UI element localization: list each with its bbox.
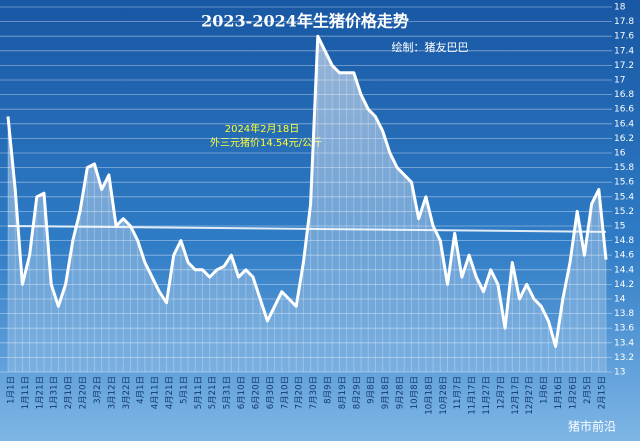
x-tick-label: 3月2日	[93, 376, 103, 404]
x-tick-label: 8月9日	[324, 376, 334, 404]
x-tick-label: 9月28日	[396, 376, 406, 409]
x-tick-label: 2月20日	[79, 376, 89, 409]
x-tick-label: 11月7日	[453, 376, 463, 409]
y-tick-label: 17.8	[614, 17, 634, 27]
x-tick-label: 9月8日	[367, 376, 377, 404]
price-line	[6, 34, 608, 348]
x-tick-label: 5月11日	[194, 376, 204, 409]
x-tick-label: 1月21日	[35, 376, 45, 409]
chart-title: 2023-2024年生猪价格走势	[201, 12, 409, 31]
y-tick-label: 14.8	[614, 236, 634, 246]
area	[8, 36, 606, 372]
y-tick-label: 17.4	[614, 46, 634, 56]
x-tick-label: 11月27日	[482, 376, 492, 415]
x-tick-label: 8月29日	[352, 376, 362, 409]
x-tick-label: 1月31日	[50, 376, 60, 409]
x-tick-label: 12月17日	[511, 376, 521, 415]
y-tick-label: 16.6	[614, 105, 634, 115]
y-tick-label: 17	[614, 76, 625, 86]
x-tick-label: 12月7日	[496, 376, 506, 409]
y-tick-label: 13.2	[614, 353, 634, 363]
y-tick-label: 13	[614, 368, 625, 378]
y-tick-label: 15.8	[614, 163, 634, 173]
x-tick-label: 4月21日	[165, 376, 175, 409]
x-tick-label: 1月6日	[540, 376, 550, 404]
x-tick-label: 1月11日	[21, 376, 31, 409]
watermark: 猪市前沿	[568, 419, 616, 434]
x-tick-label: 2月10日	[64, 376, 74, 409]
y-tick-label: 17.6	[614, 32, 634, 42]
x-tick-label: 1月16日	[554, 376, 564, 409]
y-tick-label: 14.6	[614, 251, 634, 261]
x-tick-label: 4月1日	[136, 376, 146, 404]
x-tick-label: 3月12日	[107, 376, 117, 409]
x-tick-label: 10月28日	[439, 376, 449, 415]
y-tick-label: 18	[614, 3, 626, 13]
y-tick-label: 15.4	[614, 192, 634, 202]
y-tick-label: 16	[614, 149, 626, 159]
y-tick-label: 13.6	[614, 324, 634, 334]
y-tick-label: 14	[614, 295, 626, 305]
y-tick-label: 16.8	[614, 90, 634, 100]
x-tick-label: 5月21日	[208, 376, 218, 409]
annotation: 外三元猪价14.54元/公斤	[210, 137, 322, 149]
x-tick-label: 2月5日	[583, 376, 593, 404]
y-tick-label: 15.2	[614, 207, 634, 217]
x-tick-label: 11月17日	[468, 376, 478, 415]
y-tick-label: 14.4	[614, 265, 634, 275]
x-tick-label: 7月20日	[295, 376, 305, 409]
y-tick-label: 15.6	[614, 178, 634, 188]
x-tick-label: 9月18日	[381, 376, 391, 409]
x-tick-label: 5月1日	[179, 376, 189, 404]
x-tick-label: 12月27日	[525, 376, 535, 415]
x-tick-label: 7月10日	[280, 376, 290, 409]
x-tick-label: 7月30日	[309, 376, 319, 409]
x-tick-label: 1月26日	[568, 376, 578, 409]
x-tick-label: 6月20日	[251, 376, 261, 409]
x-tick-label: 5月31日	[223, 376, 233, 409]
x-tick-label: 10月18日	[424, 376, 434, 415]
y-tick-label: 13.4	[614, 338, 634, 348]
y-tick-label: 14.2	[614, 280, 634, 290]
y-tick-label: 15	[614, 222, 625, 232]
x-tick-label: 3月22日	[122, 376, 132, 409]
x-tick-label: 10月8日	[410, 376, 420, 409]
x-tick-label: 8月19日	[338, 376, 348, 409]
x-tick-label: 4月11日	[151, 376, 161, 409]
subtitle: 绘制：猪友巴巴	[392, 40, 469, 54]
x-tick-label: 6月30日	[266, 376, 276, 409]
x-tick-label: 6月10日	[237, 376, 247, 409]
y-tick-label: 16.4	[614, 119, 634, 129]
y-tick-label: 16.2	[614, 134, 634, 144]
y-tick-label: 13.8	[614, 309, 634, 319]
annotation: 2024年2月18日	[225, 122, 300, 135]
y-tick-label: 17.2	[614, 61, 634, 71]
x-tick-label: 1月1日	[7, 376, 17, 404]
x-tick-label: 2月15日	[597, 376, 607, 409]
